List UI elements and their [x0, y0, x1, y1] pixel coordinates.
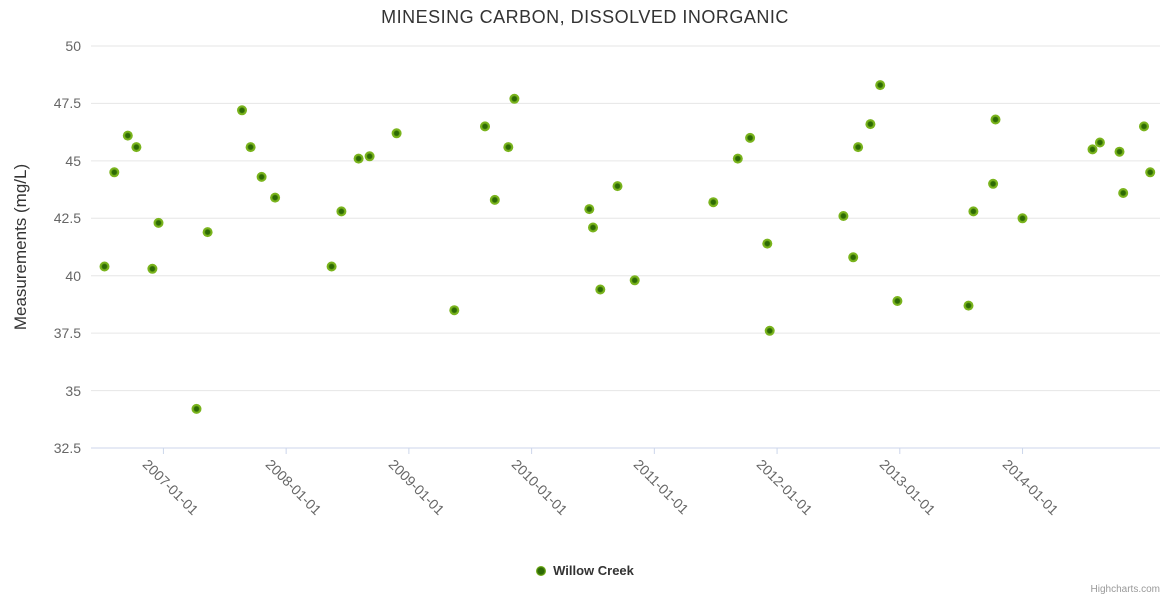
- y-axis-label: 45: [65, 152, 81, 169]
- data-point[interactable]: [336, 206, 347, 217]
- legend-series-label: Willow Creek: [553, 563, 634, 578]
- data-point[interactable]: [612, 181, 623, 192]
- data-point[interactable]: [853, 142, 864, 153]
- data-point[interactable]: [109, 167, 120, 178]
- data-point[interactable]: [270, 192, 281, 203]
- data-point[interactable]: [1094, 137, 1105, 148]
- data-point[interactable]: [762, 238, 773, 249]
- data-point[interactable]: [764, 325, 775, 336]
- data-point[interactable]: [1017, 213, 1028, 224]
- data-point[interactable]: [588, 222, 598, 233]
- y-axis-label: 35: [65, 382, 81, 399]
- data-point[interactable]: [892, 296, 903, 306]
- data-point[interactable]: [245, 142, 256, 153]
- data-point[interactable]: [990, 114, 1001, 125]
- data-point[interactable]: [202, 227, 213, 238]
- data-point[interactable]: [584, 204, 595, 215]
- data-point[interactable]: [449, 305, 460, 316]
- data-point[interactable]: [629, 275, 640, 286]
- data-point[interactable]: [732, 153, 743, 164]
- data-point[interactable]: [326, 261, 337, 272]
- y-axis-label: 42.5: [53, 210, 81, 227]
- data-point[interactable]: [480, 121, 490, 132]
- data-point[interactable]: [131, 142, 142, 153]
- y-axis-label: 37.5: [53, 325, 81, 342]
- data-point[interactable]: [489, 194, 500, 205]
- data-point[interactable]: [391, 128, 402, 139]
- data-point[interactable]: [988, 178, 999, 189]
- highcharts-credits-link[interactable]: Highcharts.com: [1090, 584, 1160, 595]
- data-point[interactable]: [838, 211, 849, 221]
- y-axis-label: 40: [65, 267, 81, 284]
- data-point[interactable]: [153, 217, 164, 228]
- data-point[interactable]: [191, 403, 202, 414]
- legend-item-willow-creek[interactable]: Willow Creek: [0, 563, 1170, 578]
- data-point[interactable]: [968, 206, 979, 217]
- y-axis-label: 47.5: [53, 95, 81, 112]
- chart-title: MINESING CARBON, DISSOLVED INORGANIC: [381, 7, 789, 27]
- y-axis-label: 32.5: [53, 440, 81, 456]
- data-point[interactable]: [595, 284, 606, 295]
- data-point[interactable]: [875, 80, 886, 91]
- data-point[interactable]: [848, 252, 859, 263]
- data-point[interactable]: [1145, 167, 1156, 178]
- data-point[interactable]: [1139, 121, 1149, 132]
- data-point[interactable]: [1087, 144, 1098, 155]
- data-point[interactable]: [745, 132, 756, 143]
- data-point[interactable]: [99, 261, 110, 272]
- y-axis-label: 50: [65, 38, 81, 54]
- data-point[interactable]: [256, 171, 267, 182]
- data-point[interactable]: [1114, 146, 1125, 157]
- data-point[interactable]: [364, 151, 375, 162]
- data-point[interactable]: [503, 142, 514, 153]
- data-point[interactable]: [865, 119, 876, 130]
- data-point[interactable]: [1118, 188, 1129, 198]
- data-point[interactable]: [963, 300, 974, 311]
- data-point[interactable]: [353, 153, 364, 164]
- data-point[interactable]: [237, 105, 247, 116]
- legend-marker-icon: [536, 565, 547, 576]
- data-point[interactable]: [122, 130, 133, 141]
- data-point[interactable]: [509, 93, 520, 104]
- data-point[interactable]: [708, 197, 719, 208]
- data-point[interactable]: [147, 263, 158, 274]
